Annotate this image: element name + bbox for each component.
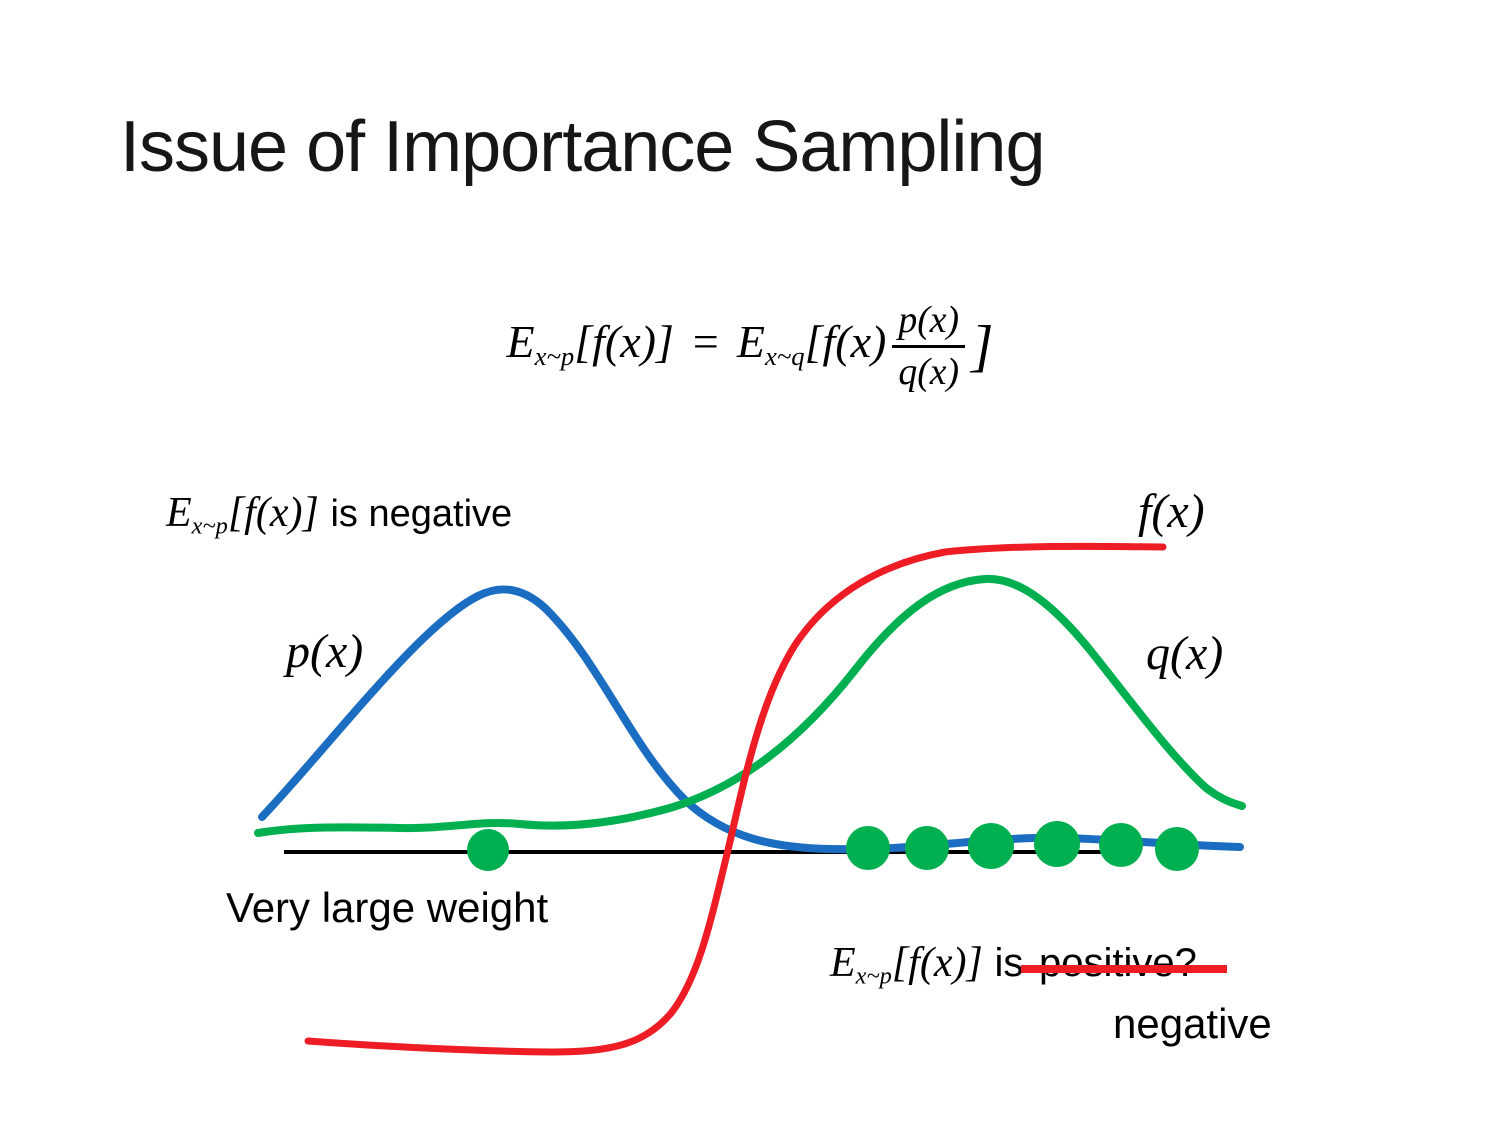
f-curve-label: f(x) bbox=[1138, 485, 1205, 538]
weight-fraction: p(x) q(x) bbox=[892, 298, 966, 396]
slide-title: Issue of Importance Sampling bbox=[120, 107, 1045, 187]
fraction-denominator: q(x) bbox=[898, 351, 960, 394]
importance-sampling-formula: Ex~p[f(x)] = Ex~q[f(x) p(x) q(x)] bbox=[0, 298, 1500, 396]
very-large-weight-note: Very large weight bbox=[226, 884, 549, 931]
formula-lhs: Ex~p[f(x)] bbox=[506, 316, 674, 372]
q-curve bbox=[254, 574, 1246, 837]
strikethrough-line bbox=[1021, 965, 1227, 974]
negative-note-text: is negative bbox=[330, 493, 513, 535]
sample-dots bbox=[467, 821, 1199, 871]
sample-dot bbox=[968, 823, 1014, 869]
fraction-numerator: p(x) bbox=[892, 298, 966, 349]
sample-dot bbox=[467, 829, 509, 871]
formula-rhs: Ex~q[f(x) p(x) q(x)] bbox=[737, 299, 994, 393]
struck-positive-text: positive? bbox=[1021, 941, 1227, 986]
expectation-negative-note: Ex~p[f(x)] is negative bbox=[166, 490, 513, 540]
sample-dot bbox=[1155, 827, 1199, 871]
f-curve bbox=[304, 542, 1167, 1056]
equals-sign: = bbox=[689, 316, 721, 368]
p-curve-label: p(x) bbox=[286, 625, 364, 678]
negative-answer: negative bbox=[1113, 1000, 1272, 1047]
positive-note-is: is bbox=[994, 941, 1024, 985]
sample-dot bbox=[905, 826, 949, 870]
sample-dot bbox=[1034, 821, 1080, 867]
sample-dot bbox=[1099, 823, 1143, 867]
expectation-positive-note: Ex~p[f(x)] is positive? bbox=[830, 938, 1227, 990]
p-curve bbox=[258, 585, 1244, 854]
sample-dot bbox=[846, 826, 890, 870]
q-curve-label: q(x) bbox=[1146, 627, 1224, 680]
